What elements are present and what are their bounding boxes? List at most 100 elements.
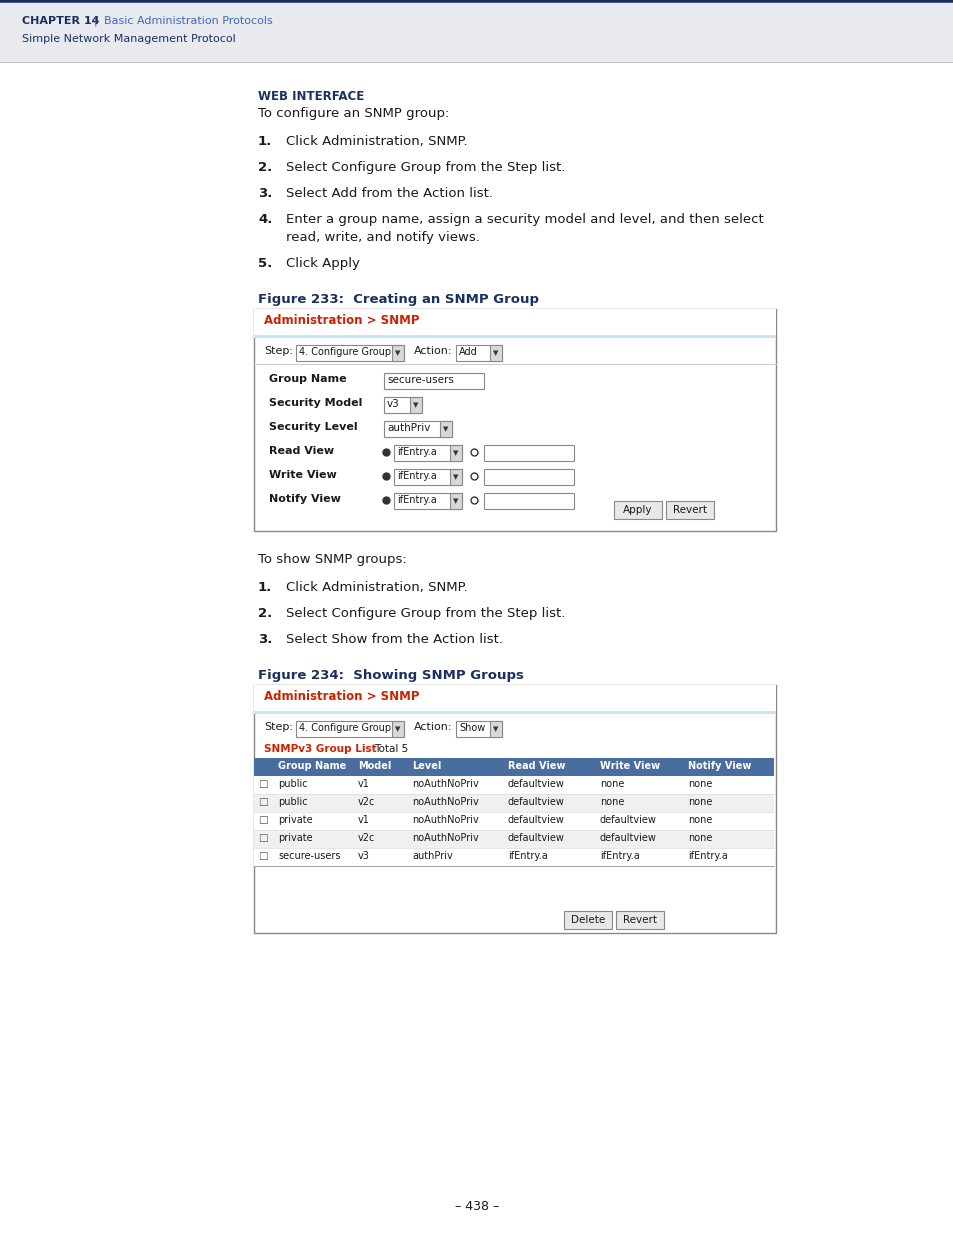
- Text: Click Apply: Click Apply: [286, 257, 359, 270]
- Text: □: □: [257, 815, 268, 825]
- Text: Select Add from the Action list.: Select Add from the Action list.: [286, 186, 493, 200]
- Bar: [392, 721, 403, 737]
- Text: ▼: ▼: [395, 350, 400, 356]
- Text: Select Configure Group from the Step list.: Select Configure Group from the Step lis…: [286, 606, 565, 620]
- Text: v1: v1: [357, 779, 370, 789]
- Text: v2c: v2c: [357, 797, 375, 806]
- Text: Notify View: Notify View: [269, 494, 340, 504]
- Text: Select Configure Group from the Step list.: Select Configure Group from the Step lis…: [286, 161, 565, 174]
- Bar: [450, 445, 461, 461]
- Text: Revert: Revert: [622, 915, 657, 925]
- Text: 1.: 1.: [257, 580, 272, 594]
- Text: ▼: ▼: [442, 426, 448, 432]
- Bar: [483, 445, 574, 461]
- Text: □: □: [257, 797, 268, 806]
- Bar: [456, 345, 501, 361]
- Text: secure-users: secure-users: [277, 851, 340, 861]
- Text: □: □: [257, 779, 268, 789]
- Text: defaultview: defaultview: [599, 832, 657, 844]
- Text: v2c: v2c: [357, 832, 375, 844]
- Text: none: none: [687, 779, 712, 789]
- Bar: [483, 493, 574, 509]
- Text: Write View: Write View: [269, 471, 336, 480]
- Bar: [253, 711, 775, 714]
- Text: 3.: 3.: [257, 186, 273, 200]
- Text: Read View: Read View: [507, 761, 565, 771]
- Text: Select Show from the Action list.: Select Show from the Action list.: [286, 634, 502, 646]
- Bar: [253, 309, 775, 335]
- Text: Click Administration, SNMP.: Click Administration, SNMP.: [286, 135, 467, 148]
- Text: Step:: Step:: [264, 722, 293, 732]
- Text: ifEntry.a: ifEntry.a: [687, 851, 727, 861]
- Text: □: □: [257, 851, 268, 861]
- Text: ▼: ▼: [453, 498, 457, 504]
- Bar: [614, 501, 661, 519]
- Text: none: none: [687, 815, 712, 825]
- Bar: [253, 830, 773, 848]
- Text: v3: v3: [387, 399, 399, 409]
- Text: 1.: 1.: [257, 135, 272, 148]
- Bar: [253, 794, 773, 811]
- Text: 4. Configure Group: 4. Configure Group: [298, 722, 391, 734]
- Text: Action:: Action:: [414, 346, 452, 356]
- Text: none: none: [687, 797, 712, 806]
- Text: none: none: [599, 779, 623, 789]
- Text: 5.: 5.: [257, 257, 272, 270]
- Bar: [295, 721, 403, 737]
- Text: ▼: ▼: [413, 403, 418, 408]
- Text: 4. Configure Group: 4. Configure Group: [298, 347, 391, 357]
- Text: Write View: Write View: [599, 761, 659, 771]
- Text: ifEntry.a: ifEntry.a: [396, 471, 436, 480]
- Text: 3.: 3.: [257, 634, 273, 646]
- Text: none: none: [599, 797, 623, 806]
- Text: ifEntry.a: ifEntry.a: [599, 851, 639, 861]
- Text: 4.: 4.: [257, 212, 273, 226]
- Bar: [384, 421, 452, 437]
- Text: CHAPTER 14: CHAPTER 14: [22, 16, 99, 26]
- Bar: [0, 0, 953, 62]
- Bar: [384, 373, 483, 389]
- Bar: [253, 309, 775, 531]
- Text: noAuthNoPriv: noAuthNoPriv: [412, 832, 478, 844]
- Text: read, write, and notify views.: read, write, and notify views.: [286, 231, 479, 245]
- Text: SNMPv3 Group List: SNMPv3 Group List: [264, 743, 376, 755]
- Text: ▼: ▼: [493, 350, 497, 356]
- Bar: [392, 345, 403, 361]
- Text: Enter a group name, assign a security model and level, and then select: Enter a group name, assign a security mo…: [286, 212, 763, 226]
- Bar: [394, 445, 461, 461]
- Text: noAuthNoPriv: noAuthNoPriv: [412, 815, 478, 825]
- Text: Level: Level: [412, 761, 441, 771]
- Text: 2.: 2.: [257, 606, 272, 620]
- Text: ifEntry.a: ifEntry.a: [396, 447, 436, 457]
- Text: |: |: [94, 16, 97, 26]
- Text: ifEntry.a: ifEntry.a: [507, 851, 547, 861]
- Text: secure-users: secure-users: [387, 375, 454, 385]
- Text: authPriv: authPriv: [387, 424, 430, 433]
- Text: Revert: Revert: [672, 505, 706, 515]
- Text: private: private: [277, 832, 313, 844]
- Bar: [616, 911, 663, 929]
- Text: Delete: Delete: [570, 915, 604, 925]
- Text: Group Name: Group Name: [277, 761, 346, 771]
- Bar: [253, 848, 773, 866]
- Text: Add: Add: [458, 347, 477, 357]
- Bar: [410, 396, 421, 412]
- Text: noAuthNoPriv: noAuthNoPriv: [412, 797, 478, 806]
- Bar: [563, 911, 612, 929]
- Text: ▼: ▼: [453, 474, 457, 480]
- Text: 2.: 2.: [257, 161, 272, 174]
- Bar: [439, 421, 452, 437]
- Bar: [253, 811, 773, 830]
- Text: To configure an SNMP group:: To configure an SNMP group:: [257, 107, 449, 120]
- Text: defaultview: defaultview: [507, 815, 564, 825]
- Bar: [665, 501, 713, 519]
- Text: Figure 233:  Creating an SNMP Group: Figure 233: Creating an SNMP Group: [257, 293, 538, 306]
- Text: Administration > SNMP: Administration > SNMP: [264, 314, 419, 327]
- Bar: [490, 721, 501, 737]
- Text: defaultview: defaultview: [507, 797, 564, 806]
- Text: Notify View: Notify View: [687, 761, 751, 771]
- Bar: [483, 469, 574, 485]
- Bar: [295, 345, 403, 361]
- Text: Action:: Action:: [414, 722, 452, 732]
- Text: public: public: [277, 779, 307, 789]
